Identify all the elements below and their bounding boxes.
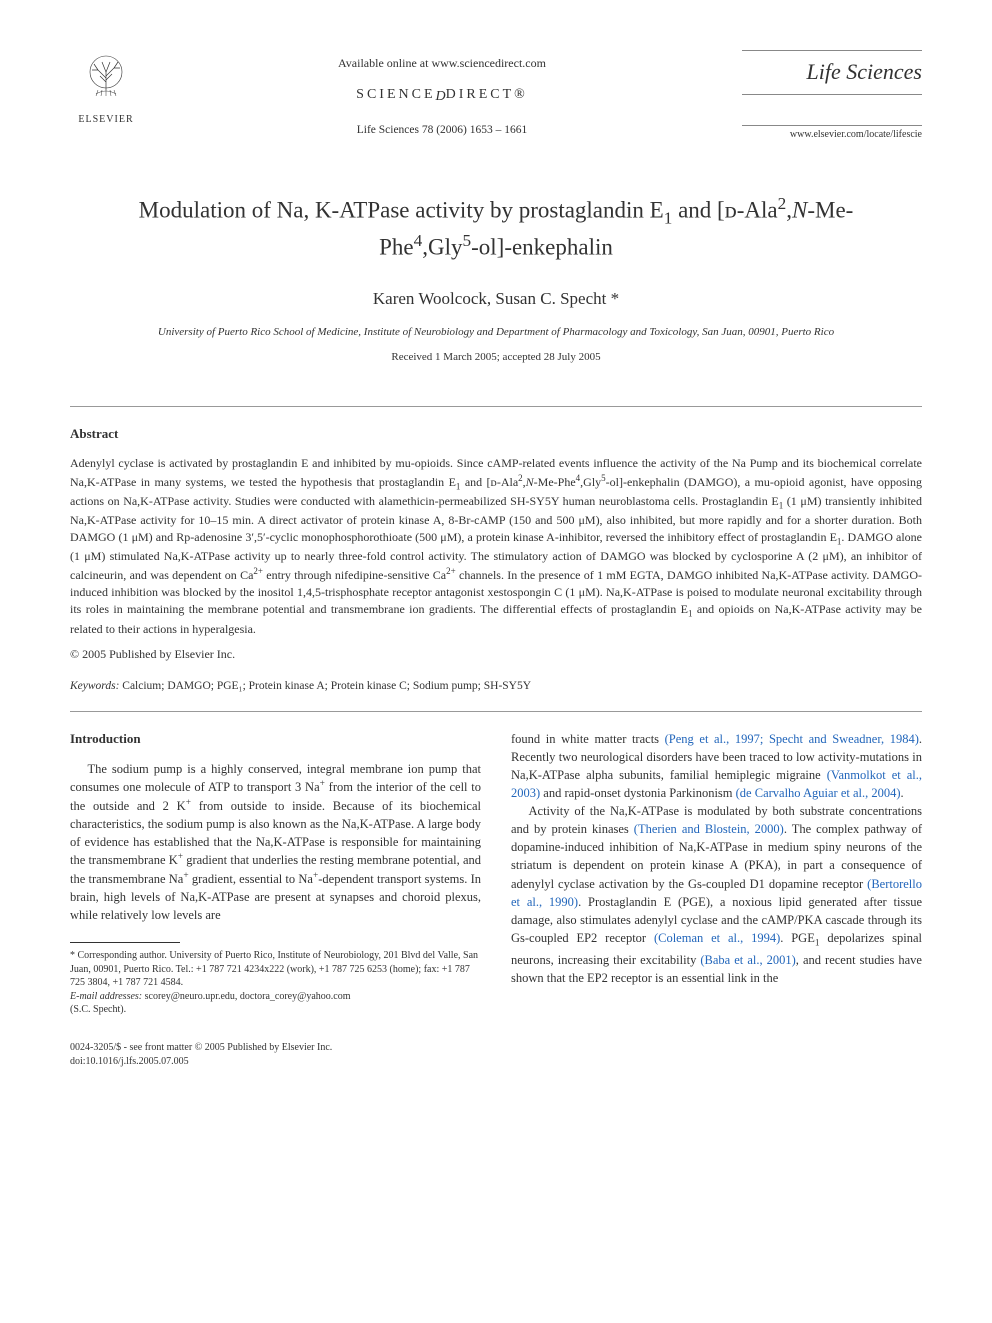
left-column: Introduction The sodium pump is a highly… [70, 730, 481, 1017]
affiliation: University of Puerto Rico School of Medi… [70, 325, 922, 340]
keywords-line: Keywords: Calcium; DAMGO; PGE₁; Protein … [70, 678, 922, 694]
elsevier-tree-icon [78, 50, 134, 106]
header-center: Available online at www.sciencedirect.co… [142, 50, 742, 138]
abstract-heading: Abstract [70, 425, 922, 443]
available-online-text: Available online at www.sciencedirect.co… [142, 55, 742, 72]
science-direct-logo: SCIENCEdDIRECT® [142, 80, 742, 108]
body-columns: Introduction The sodium pump is a highly… [70, 730, 922, 1017]
keywords-label: Keywords: [70, 680, 119, 692]
footnote-corr: * Corresponding author. University of Pu… [70, 949, 481, 990]
elsevier-logo: ELSEVIER [70, 50, 142, 127]
authors: Karen Woolcock, Susan C. Specht * [70, 287, 922, 311]
corresponding-footnote: * Corresponding author. University of Pu… [70, 949, 481, 1017]
email-label: E-mail addresses: [70, 991, 142, 1002]
sd-pre: SCIENCE [356, 87, 435, 102]
journal-box: Life Sciences www.elsevier.com/locate/li… [742, 50, 922, 142]
footnote-email-line: E-mail addresses: scorey@neuro.upr.edu, … [70, 990, 481, 1004]
journal-url: www.elsevier.com/locate/lifescie [742, 125, 922, 142]
footnote-email-attr: (S.C. Specht). [70, 1003, 481, 1017]
intro-para-1: The sodium pump is a highly conserved, i… [70, 760, 481, 924]
divider-bottom [70, 711, 922, 712]
elsevier-label: ELSEVIER [70, 113, 142, 127]
divider-top [70, 406, 922, 407]
intro-para-2: Activity of the Na,K-ATPase is modulated… [511, 802, 922, 987]
citation-line: Life Sciences 78 (2006) 1653 – 1661 [142, 122, 742, 138]
article-dates: Received 1 March 2005; accepted 28 July … [70, 350, 922, 365]
right-column: found in white matter tracts (Peng et al… [511, 730, 922, 1017]
article-title: Modulation of Na, K-ATPase activity by p… [110, 192, 882, 263]
email-addresses: scorey@neuro.upr.edu, doctora_corey@yaho… [145, 991, 351, 1002]
page-header: ELSEVIER Available online at www.science… [70, 50, 922, 142]
abstract-body: Adenylyl cyclase is activated by prostag… [70, 455, 922, 638]
abstract-copyright: © 2005 Published by Elsevier Inc. [70, 646, 922, 663]
keywords-list: Calcium; DAMGO; PGE₁; Protein kinase A; … [122, 680, 531, 692]
sd-d-icon: d [436, 83, 446, 105]
footer-line-1: 0024-3205/$ - see front matter © 2005 Pu… [70, 1041, 922, 1055]
sd-post: DIRECT® [446, 87, 528, 102]
footer-line-2: doi:10.1016/j.lfs.2005.07.005 [70, 1055, 922, 1069]
footnote-rule [70, 942, 180, 943]
intro-para-1-cont: found in white matter tracts (Peng et al… [511, 730, 922, 803]
journal-name: Life Sciences [742, 50, 922, 95]
page-footer: 0024-3205/$ - see front matter © 2005 Pu… [70, 1041, 922, 1069]
intro-heading: Introduction [70, 730, 481, 749]
